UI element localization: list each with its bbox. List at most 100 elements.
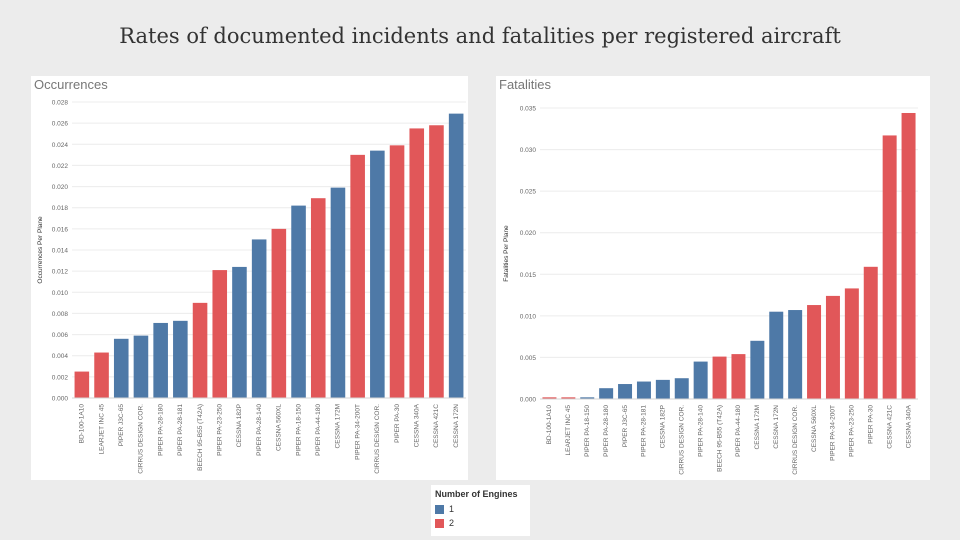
bar[interactable]	[693, 361, 708, 399]
bar[interactable]	[192, 302, 208, 398]
bar[interactable]	[113, 338, 129, 398]
x-tick-label: PIPER PA-44-180	[315, 404, 322, 456]
bar[interactable]	[94, 352, 109, 398]
x-tick-label: PIPER PA-44-180	[735, 405, 742, 457]
y-tick-label: 0.016	[52, 226, 69, 233]
fatalities-chart-panel: Fatalities 0.000 0.005 0.010 0.015 0.020 0.02…	[496, 76, 930, 480]
y-tick-label: 0.014	[52, 248, 69, 255]
bar[interactable]	[636, 381, 651, 399]
bar[interactable]	[750, 340, 765, 399]
y-tick-label: 0.028	[52, 100, 69, 107]
bar[interactable]	[599, 388, 614, 399]
bar[interactable]	[232, 266, 247, 398]
bar[interactable]	[212, 270, 228, 398]
y-tick-label: 0.010	[52, 290, 69, 297]
bar[interactable]	[844, 288, 859, 399]
y-axis-label: Occurrences Per Plane	[37, 216, 44, 284]
bar[interactable]	[769, 311, 784, 399]
bar[interactable]	[370, 150, 385, 398]
y-tick-label: 0.010	[520, 313, 537, 320]
occurrences-chart-title: Occurrences	[34, 77, 108, 92]
bar[interactable]	[561, 397, 576, 399]
x-tick-label: PIPER PA-23-250	[849, 405, 856, 457]
x-tick-label: CIRRUS DESIGN COR.	[374, 404, 381, 474]
x-tick-label: BEECH 95-B55 (T42A)	[197, 404, 204, 471]
x-tick-label: BEECH 95-B55 (T42A)	[716, 405, 723, 472]
x-tick-label: CIRRUS DESIGN COR.	[138, 404, 145, 474]
bar[interactable]	[251, 239, 267, 398]
y-tick-label: 0.015	[520, 272, 537, 279]
x-tick-label: PIPER PA-23-250	[216, 404, 223, 456]
bar[interactable]	[74, 371, 90, 398]
bar[interactable]	[825, 295, 840, 399]
y-tick-label: 0.005	[520, 355, 537, 362]
bar[interactable]	[291, 205, 306, 398]
x-tick-label: CESSNA 172N	[773, 405, 780, 449]
x-tick-label: CESSNA 340A	[905, 404, 912, 448]
bar[interactable]	[389, 145, 405, 398]
y-tick-label: 0.024	[52, 142, 69, 149]
bar[interactable]	[655, 379, 670, 399]
legend-title: Number of Engines	[435, 489, 518, 499]
y-tick-label: 0.004	[52, 353, 69, 360]
x-tick-label: BD-100-1A10	[546, 405, 553, 445]
bar[interactable]	[271, 228, 287, 398]
slide-title: Rates of documented incidents and fatali…	[119, 24, 841, 48]
bar[interactable]	[788, 310, 803, 399]
y-tick-label: 0.025	[520, 189, 537, 196]
x-tick-label: PIPER PA-30	[394, 404, 401, 443]
x-tick-label: CESSNA 421C	[433, 404, 440, 448]
bar[interactable]	[153, 322, 168, 398]
bar[interactable]	[674, 378, 689, 399]
bar[interactable]	[580, 397, 595, 399]
bar[interactable]	[448, 113, 464, 398]
bar[interactable]	[882, 135, 897, 399]
x-tick-label: PIPER PA-34-200T	[830, 405, 837, 461]
legend-label: 2	[449, 518, 455, 528]
y-tick-label: 0.020	[52, 184, 69, 191]
x-tick-label: LEARJET INC 45	[565, 405, 572, 456]
x-tick-label: CESSNA 182P	[660, 405, 667, 448]
x-tick-label: PIPER PA-34-200T	[354, 404, 361, 460]
bar[interactable]	[330, 187, 346, 398]
y-tick-label: 0.035	[520, 106, 537, 113]
y-tick-label: 0.030	[520, 147, 537, 154]
y-tick-label: 0.000	[52, 396, 69, 403]
x-tick-label: PIPER PA-18-150	[295, 404, 302, 456]
y-tick-label: 0.026	[52, 121, 69, 128]
bar[interactable]	[618, 384, 633, 399]
bar[interactable]	[901, 112, 916, 399]
bar[interactable]	[807, 305, 822, 399]
x-tick-label: CESSNA 560XL	[276, 404, 283, 451]
bar[interactable]	[712, 356, 727, 399]
bar[interactable]	[863, 266, 878, 399]
y-tick-label: 0.000	[520, 397, 537, 404]
x-tick-label: CESSNA 560XL	[811, 405, 818, 452]
bar[interactable]	[173, 320, 188, 398]
x-tick-label: PIPER PA-30	[867, 405, 874, 444]
x-tick-label: BD-100-1A10	[79, 404, 86, 444]
y-tick-label: 0.020	[520, 230, 537, 237]
fatalities-chart: 0.000 0.005 0.010 0.015 0.020 0.025 0.030 0.035…	[503, 106, 918, 475]
x-tick-label: CIRRUS DESIGN COR.	[678, 405, 685, 475]
x-tick-label: CESSNA 172N	[453, 404, 460, 448]
x-tick-label: CESSNA 340A	[413, 403, 420, 447]
y-tick-label: 0.018	[52, 205, 69, 212]
x-tick-label: LEARJET INC 45	[98, 404, 105, 455]
bar[interactable]	[350, 154, 365, 398]
bar[interactable]	[133, 335, 149, 398]
x-tick-label: PIPER PA-28-181	[177, 404, 184, 456]
bar[interactable]	[429, 125, 444, 398]
bar[interactable]	[310, 198, 326, 398]
x-tick-label: PIPER PA-28-180	[157, 404, 164, 456]
x-tick-label: PIPER PA-18-150	[584, 405, 591, 457]
bar[interactable]	[542, 397, 557, 399]
bar[interactable]	[731, 354, 746, 399]
y-tick-label: 0.002	[52, 374, 69, 381]
x-tick-label: PIPER PA-28-180	[603, 405, 610, 457]
occurrences-chart-panel: Occurrences 0.000 0.002 0.004 0.006 0.008 0.0…	[31, 76, 468, 480]
x-tick-label: CESSNA 421C	[886, 405, 893, 449]
bar[interactable]	[409, 128, 425, 398]
legend-swatch	[435, 505, 444, 514]
x-tick-label: PIPER PA-28-181	[641, 405, 648, 457]
